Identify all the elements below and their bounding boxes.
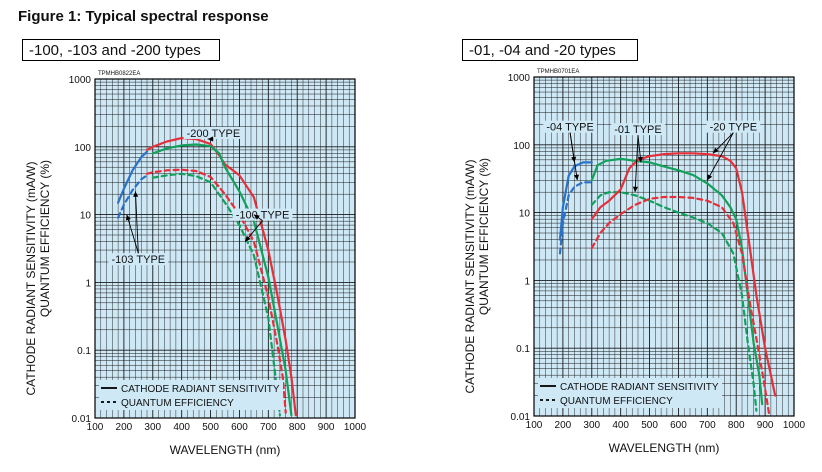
annotation-arrowhead xyxy=(573,174,580,181)
annotation-bg xyxy=(611,123,665,136)
x-tick-label: 200 xyxy=(116,422,133,433)
x-tick-label: 600 xyxy=(231,422,248,433)
plot-frame xyxy=(533,76,795,417)
chart-code-label: TPMHB0822EA xyxy=(98,71,140,77)
x-tick-label: 900 xyxy=(757,420,774,431)
annotation-arrowhead xyxy=(707,174,713,181)
x-tick-label: 1000 xyxy=(344,422,367,433)
annotation-arrowhead xyxy=(253,214,260,220)
x-tick-label: 600 xyxy=(670,420,687,431)
annotation-leader xyxy=(634,135,639,193)
annotation-leader xyxy=(126,214,139,254)
y-axis-label-primary: CATHODE RADIANT SENSITIVITY (mA/W) xyxy=(24,161,38,395)
annotation-arrowhead xyxy=(125,214,131,221)
panel-label-right: -01, -04 and -20 types xyxy=(462,39,638,61)
series-line-green-solid xyxy=(590,157,764,406)
series-line-blue-solid xyxy=(558,161,593,241)
x-axis-label: WAVELENGTH (nm) xyxy=(609,441,720,455)
y-tick-label: 10 xyxy=(80,211,92,222)
x-axis-label: WAVELENGTH (nm) xyxy=(170,443,281,457)
y-tick-label: 0.01 xyxy=(511,412,531,423)
annotation-arrowhead xyxy=(637,156,643,163)
x-tick-label: 100 xyxy=(526,420,543,431)
y-tick-label: 0.1 xyxy=(516,344,530,355)
x-tick-label: 400 xyxy=(173,422,190,433)
legend-box xyxy=(538,378,722,408)
annotation-label: -20 TYPE xyxy=(710,122,758,134)
chart-code-label: TPMHB0701EA xyxy=(537,69,579,75)
x-tick-label: 700 xyxy=(699,420,716,431)
y-axis-label-secondary: QUANTUM EFFICIENCY (%) xyxy=(38,160,52,317)
series-line-red-solid xyxy=(590,152,777,397)
x-tick-label: 800 xyxy=(289,422,306,433)
x-tick-label: 900 xyxy=(318,422,335,433)
legend-box xyxy=(99,380,283,410)
annotation-bg xyxy=(108,253,169,266)
annotation-bg xyxy=(232,208,293,221)
annotation-arrowhead xyxy=(571,156,577,163)
annotation-label: -01 TYPE xyxy=(614,124,662,136)
x-tick-label: 500 xyxy=(202,422,219,433)
panel-label-left: -100, -103 and -200 types xyxy=(22,39,220,61)
y-tick-label: 1 xyxy=(85,278,91,289)
annotation-arrowhead xyxy=(632,186,638,193)
annotation-label: -103 TYPE xyxy=(112,254,166,266)
x-tick-label: 200 xyxy=(555,420,572,431)
x-tick-label: 800 xyxy=(728,420,745,431)
annotation-arrowhead xyxy=(245,235,251,242)
series-line-blue-solid xyxy=(117,150,149,204)
annotation-arrowhead xyxy=(207,136,214,142)
annotation-leader xyxy=(569,132,578,181)
annotation-label: -100 TYPE xyxy=(236,210,290,222)
legend-label-dashed: QUANTUM EFFICIENCY xyxy=(560,396,673,407)
series-line-green-dashed xyxy=(590,191,758,412)
y-tick-label: 1000 xyxy=(69,75,92,86)
series-line-green-dashed xyxy=(151,172,281,417)
series-line-green-solid xyxy=(151,143,293,417)
x-tick-label: 100 xyxy=(87,422,104,433)
y-tick-label: 1 xyxy=(524,276,530,287)
y-tick-label: 0.01 xyxy=(72,414,92,425)
x-tick-label: 500 xyxy=(641,420,658,431)
y-tick-label: 1000 xyxy=(508,73,531,84)
series-line-blue-dashed xyxy=(558,181,593,255)
y-axis-label-secondary: QUANTUM EFFICIENCY (%) xyxy=(477,158,491,315)
annotation-leader xyxy=(134,191,139,254)
x-tick-label: 700 xyxy=(260,422,277,433)
legend-label-dashed: QUANTUM EFFICIENCY xyxy=(121,398,234,409)
y-tick-label: 0.1 xyxy=(77,346,91,357)
legend-label-solid: CATHODE RADIANT SENSITIVITY xyxy=(121,384,280,395)
plot-frame xyxy=(94,78,356,419)
annotation-label: -200 TYPE xyxy=(187,128,241,140)
annotation-bg xyxy=(706,120,761,133)
series-line-blue-dashed xyxy=(117,174,149,219)
annotation-bg xyxy=(183,126,244,139)
series-line-red-dashed xyxy=(590,195,771,418)
x-tick-label: 300 xyxy=(583,420,600,431)
x-tick-label: 400 xyxy=(612,420,629,431)
y-tick-label: 100 xyxy=(74,143,91,154)
y-tick-label: 10 xyxy=(519,209,531,220)
y-tick-label: 100 xyxy=(513,141,530,152)
annotation-label: -04 TYPE xyxy=(546,122,594,134)
figure-title: Figure 1: Typical spectral response xyxy=(18,8,269,25)
annotation-arrowhead xyxy=(713,147,719,154)
annotation-arrowhead xyxy=(133,191,139,197)
annotation-bg xyxy=(543,120,597,133)
y-axis-label-primary: CATHODE RADIANT SENSITIVITY (mA/W) xyxy=(463,159,477,393)
x-tick-label: 1000 xyxy=(783,420,806,431)
series-line-red-dashed xyxy=(145,168,287,414)
annotation-leader xyxy=(706,132,734,181)
x-tick-label: 300 xyxy=(144,422,161,433)
legend-label-solid: CATHODE RADIANT SENSITIVITY xyxy=(560,382,719,393)
